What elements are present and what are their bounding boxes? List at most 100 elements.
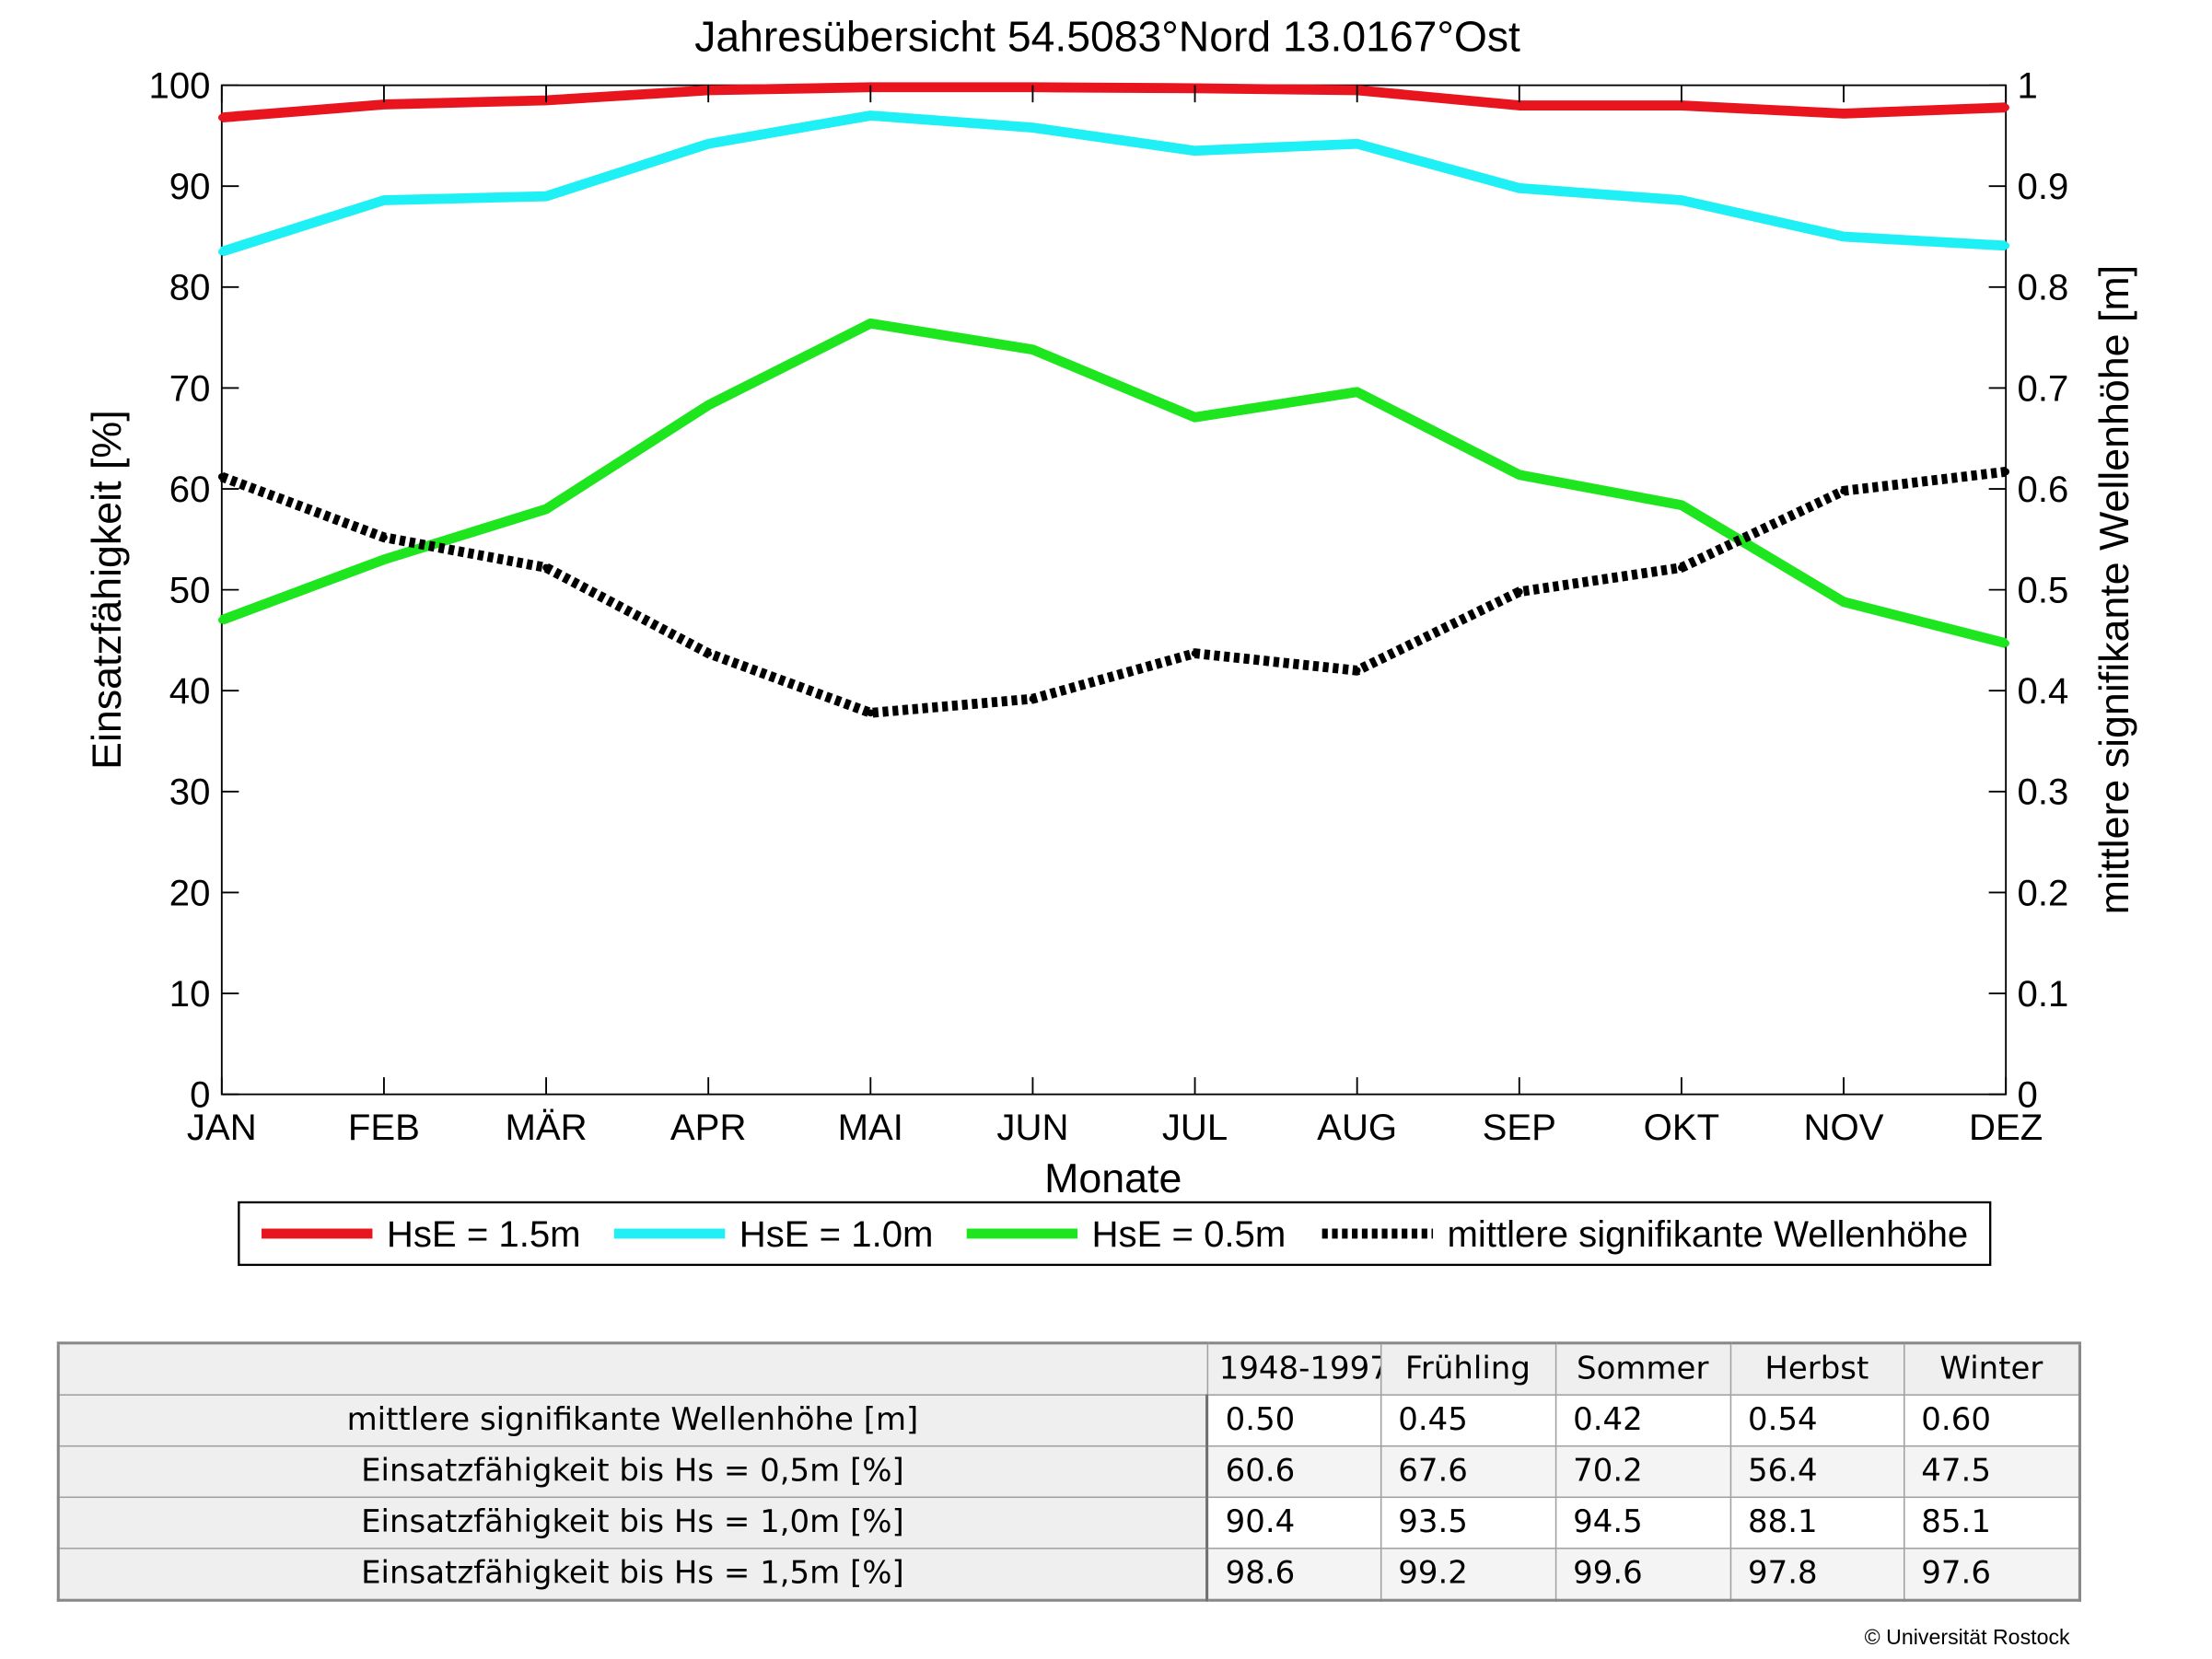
data-point <box>217 113 226 122</box>
right-axis: 0 0.1 0.2 0.3 0.4 0.5 0.6 0.7 0.8 0.9 1 <box>1988 65 2069 1116</box>
column-header: Herbst <box>1729 1341 1904 1396</box>
x-tick-label: JUN <box>996 1107 1068 1148</box>
y-tick-label-right: 0.6 <box>2018 469 2069 510</box>
series-line <box>219 318 2008 648</box>
data-point <box>1353 388 1361 396</box>
table-cell: 67.6 <box>1380 1444 1556 1499</box>
data-point <box>1678 563 1685 572</box>
column-header: Winter <box>1903 1341 2081 1396</box>
x-tick-label: JAN <box>187 1107 257 1148</box>
table-cell: 93.5 <box>1380 1496 1556 1549</box>
data-point <box>1515 101 1523 110</box>
y-tick-label-left: 60 <box>169 469 211 510</box>
x-axis: JAN FEB MÄR APR MAI JUN JUL AUG SEP OKT NOV DEZ <box>187 85 2043 1148</box>
y-tick-label-right: 0 <box>2018 1074 2038 1116</box>
y-tick-label-right: 0.7 <box>2018 367 2069 409</box>
data-point <box>704 401 713 409</box>
x-tick-label: NOV <box>1804 1107 1884 1148</box>
series-line <box>219 466 2007 718</box>
table-cell: 60.6 <box>1205 1444 1381 1499</box>
y-tick-label-left: 90 <box>169 166 211 207</box>
data-point <box>1191 147 1199 155</box>
row-header: mittlere signifikante Wellenhöhe [m] <box>57 1394 1209 1447</box>
data-point <box>542 505 550 513</box>
table-cell: 98.6 <box>1205 1548 1381 1601</box>
legend-label: HsE = 1.5m <box>387 1213 581 1255</box>
data-point <box>704 649 713 657</box>
column-header: 1948-1997 <box>1205 1341 1381 1396</box>
data-point <box>2002 103 2010 111</box>
data-point <box>217 248 226 256</box>
table-row: Einsatzfähigkeit bis Hs = 0,5m [%] 60.6 … <box>57 1444 2081 1499</box>
y-tick-label-right: 0.5 <box>2018 570 2069 611</box>
y-tick-label-right: 1 <box>2018 65 2038 107</box>
x-tick-label: SEP <box>1483 1107 1556 1148</box>
data-point <box>867 111 875 120</box>
left-axis: 0 10 20 30 40 50 60 70 80 90 100 <box>149 65 239 1116</box>
data-point <box>1678 101 1685 110</box>
data-point <box>217 473 226 481</box>
table-cell: 0.60 <box>1903 1394 2081 1447</box>
column-header: Sommer <box>1554 1341 1731 1396</box>
table-cell: 90.4 <box>1205 1496 1381 1549</box>
y-axis-label-left: Einsatzfähigkeit [%] <box>84 410 130 770</box>
table-cell: 70.2 <box>1554 1444 1731 1499</box>
data-point <box>1678 501 1685 509</box>
x-tick-label: MÄR <box>505 1107 587 1148</box>
series-layer <box>217 82 2010 718</box>
table-corner <box>57 1341 1208 1396</box>
data-point <box>1678 196 1685 204</box>
y-tick-label-right: 0.2 <box>2018 872 2069 913</box>
data-point <box>1840 487 1847 495</box>
y-tick-label-left: 100 <box>149 65 211 107</box>
y-tick-label-right: 0.8 <box>2018 267 2069 308</box>
data-point <box>542 563 550 572</box>
legend-label: HsE = 0.5m <box>1092 1213 1286 1255</box>
plot-frame <box>220 84 2008 1096</box>
row-header: Einsatzfähigkeit bis Hs = 1,0m [%] <box>57 1496 1209 1549</box>
x-axis-label: Monate <box>1044 1155 1182 1201</box>
table-cell: 85.1 <box>1903 1496 2081 1549</box>
table-cell: 99.2 <box>1380 1548 1556 1601</box>
table-cell: 99.6 <box>1554 1548 1731 1601</box>
table-cell: 47.5 <box>1903 1444 2081 1499</box>
data-point <box>542 192 550 201</box>
table-row: Einsatzfähigkeit bis Hs = 1,5m [%] 98.6 … <box>57 1548 2081 1601</box>
data-point <box>2002 242 2010 249</box>
data-point <box>380 555 388 563</box>
y-tick-label-right: 0.4 <box>2018 670 2069 712</box>
legend: HsE = 1.5m HsE = 1.0m HsE = 0.5m mittlere s… <box>238 1201 1992 1267</box>
data-point <box>380 100 388 109</box>
data-point <box>1353 667 1361 675</box>
data-point <box>2002 468 2010 476</box>
y-tick-label-left: 50 <box>169 570 211 611</box>
y-tick-label-left: 80 <box>169 267 211 308</box>
row-header: Einsatzfähigkeit bis Hs = 1,5m [%] <box>57 1548 1209 1601</box>
table-row: Einsatzfähigkeit bis Hs = 1,0m [%] 90.4 … <box>57 1496 2081 1549</box>
data-point <box>1029 695 1037 702</box>
row-header: Einsatzfähigkeit bis Hs = 0,5m [%] <box>57 1444 1209 1499</box>
data-point <box>1840 233 1847 240</box>
x-tick-label: DEZ <box>1969 1107 2043 1148</box>
data-point <box>2002 639 2010 647</box>
data-point <box>867 709 875 717</box>
data-point <box>1515 587 1523 596</box>
legend-label: mittlere signifikante Wellenhöhe <box>1447 1213 1968 1255</box>
table-header-row: 1948-1997 Frühling Sommer Herbst Winter <box>57 1341 2081 1396</box>
data-point <box>380 196 388 204</box>
data-point <box>1029 123 1037 132</box>
y-tick-label-right: 0.9 <box>2018 166 2069 207</box>
data-point <box>1353 140 1361 148</box>
legend-box <box>238 1201 1992 1267</box>
data-point <box>1840 110 1847 118</box>
y-tick-label-left: 70 <box>169 367 211 409</box>
x-tick-label: JUL <box>1162 1107 1228 1148</box>
x-tick-label: MAI <box>838 1107 903 1148</box>
y-tick-label-left: 30 <box>169 771 211 813</box>
series-line <box>221 82 2007 123</box>
y-tick-label-right: 0.3 <box>2018 771 2069 813</box>
table-cell: 88.1 <box>1729 1496 1904 1549</box>
chart-title: Jahresübersicht 54.5083°Nord 13.0167°Ost <box>694 13 1520 61</box>
plot-area <box>220 84 2008 1096</box>
